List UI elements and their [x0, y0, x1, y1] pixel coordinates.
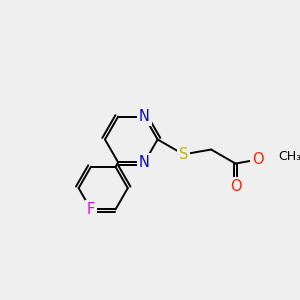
Text: CH₃: CH₃ — [278, 150, 300, 163]
Text: N: N — [139, 155, 150, 170]
Text: O: O — [252, 152, 264, 167]
Text: F: F — [87, 202, 95, 217]
Text: N: N — [139, 109, 150, 124]
Text: S: S — [179, 147, 188, 162]
Text: O: O — [230, 179, 241, 194]
